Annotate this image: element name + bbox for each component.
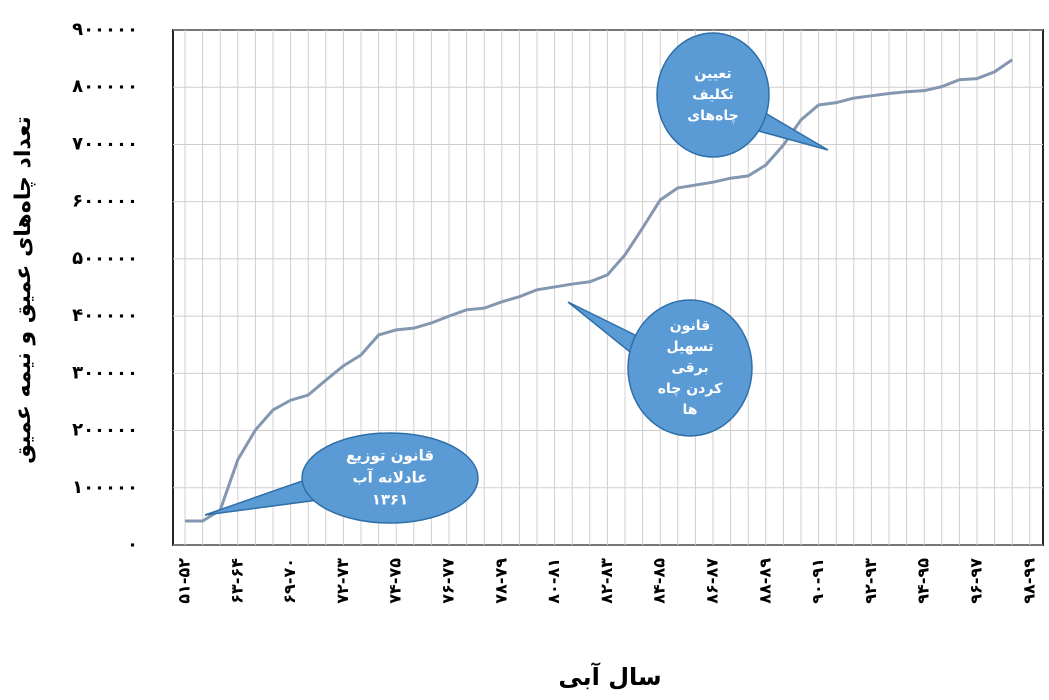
- annotation-bubble: [627, 299, 753, 437]
- y-tick-label: ۰: [127, 534, 138, 555]
- annotation: قانون توزیع عادلانه آب ۱۳۶۱: [204, 432, 479, 524]
- annotation-bubble: [656, 32, 770, 158]
- y-tick-label: ۸۰۰۰۰۰: [72, 76, 138, 97]
- annotation-bubble: [301, 432, 479, 524]
- x-tick-label: ۵۱-۵۲: [175, 558, 194, 604]
- x-tick-label: ۸۴-۸۵: [650, 558, 669, 604]
- y-tick-label: ۲۰۰۰۰۰: [72, 420, 138, 441]
- annotation-text: عادلانه آب: [353, 469, 428, 487]
- y-tick-label: ۵۰۰۰۰۰: [72, 248, 138, 269]
- x-tick-label: ۷۶-۷۷: [439, 558, 458, 604]
- x-tick-label: ۹۰-۹۱: [808, 558, 827, 604]
- y-tick-label: ۹۰۰۰۰۰: [72, 19, 138, 40]
- y-axis-label: تعداد چاه‌های عمیق و نیمه عمیق: [11, 116, 36, 463]
- x-tick-label: ۹۲-۹۳: [861, 558, 880, 604]
- y-tick-label: ۱۰۰۰۰۰: [72, 477, 138, 498]
- annotation-text: قانون: [670, 318, 710, 334]
- x-tick-label: ۷۸-۷۹: [491, 558, 510, 604]
- annotation-text: ها: [683, 402, 698, 418]
- y-tick-label: ۷۰۰۰۰۰: [72, 133, 138, 154]
- annotation-text: برقی: [671, 360, 708, 376]
- annotation-text: کردن چاه: [658, 381, 723, 397]
- y-tick-label: ۶۰۰۰۰۰: [72, 191, 138, 212]
- annotation-text: ۱۳۶۱: [372, 491, 409, 509]
- x-tick-label: ۸۲-۸۳: [597, 558, 616, 604]
- annotation: تعیین تکلیف چاه‌های: [656, 32, 829, 158]
- annotation: قانون تسهیل برقی کردن چاه ها: [567, 299, 753, 437]
- annotation-text: چاه‌های: [687, 108, 738, 124]
- annotation-text: قانون توزیع: [346, 447, 434, 465]
- x-tick-label: ۷۴-۷۵: [386, 558, 405, 604]
- annotation-text: تعیین: [694, 66, 731, 82]
- x-tick-label: ۹۸-۹۹: [1019, 558, 1038, 604]
- annotation-text: تکلیف: [692, 87, 734, 103]
- x-tick-label: ۷۲-۷۳: [333, 558, 352, 604]
- x-tick-label: ۸۰-۸۱: [544, 558, 563, 604]
- annotation-text: تسهیل: [667, 339, 714, 355]
- x-tick-label: ۶۳-۶۴: [227, 558, 246, 604]
- data-line: [185, 58, 1014, 523]
- y-tick-label: ۳۰۰۰۰۰: [72, 362, 138, 383]
- x-tick-label: ۶۹-۷۰: [280, 558, 299, 604]
- x-tick-label: ۹۴-۹۵: [914, 558, 933, 604]
- y-tick-label: ۴۰۰۰۰۰: [72, 305, 138, 326]
- x-tick-label: ۸۶-۸۷: [703, 558, 722, 604]
- x-tick-label: ۹۶-۹۷: [967, 558, 986, 604]
- x-tick-label: ۸۸-۸۹: [755, 558, 774, 604]
- x-axis-label: سال آبی: [558, 662, 661, 691]
